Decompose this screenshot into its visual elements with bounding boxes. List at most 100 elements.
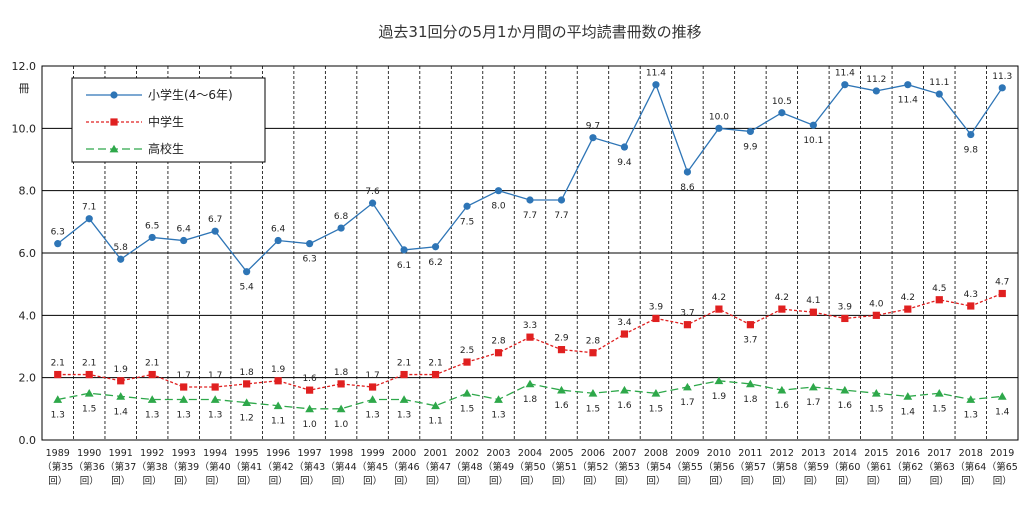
- data-point-s2: [935, 296, 943, 304]
- legend-label-3: 高校生: [148, 141, 184, 156]
- data-point-s3: [336, 404, 346, 413]
- x-tick-session: （第60: [829, 461, 860, 473]
- data-label-s2: 1.8: [239, 368, 254, 378]
- data-label-s1: 6.2: [428, 258, 442, 268]
- data-point-s3: [934, 389, 944, 397]
- x-tick-session: （第52: [577, 461, 608, 473]
- data-point-s1: [967, 130, 975, 139]
- data-label-s3: 1.4: [114, 407, 129, 417]
- x-tick-suffix: 回）: [363, 475, 382, 487]
- y-tick-label: 12.0: [12, 60, 37, 73]
- x-tick-suffix: 回）: [678, 475, 697, 487]
- data-label-s3: 1.6: [775, 401, 790, 411]
- y-axis-unit: 冊: [19, 82, 30, 95]
- data-label-s2: 3.9: [838, 302, 853, 312]
- x-tick-year: 1996: [266, 448, 290, 459]
- x-tick-year: 1992: [140, 448, 164, 459]
- data-label-s3: 1.3: [397, 410, 411, 420]
- x-tick-session: （第64: [955, 461, 986, 473]
- data-point-s1: [400, 246, 408, 254]
- data-label-s2: 2.5: [460, 346, 474, 356]
- data-label-s2: 4.0: [869, 299, 884, 309]
- data-point-s1: [557, 196, 566, 204]
- data-point-s2: [54, 370, 62, 379]
- data-point-s1: [998, 84, 1006, 92]
- data-label-s1: 6.3: [51, 228, 65, 238]
- data-point-s2: [526, 333, 534, 341]
- x-tick-suffix: 回）: [332, 475, 351, 487]
- x-tick-session: （第51: [546, 461, 577, 473]
- data-label-s1: 7.6: [365, 187, 380, 197]
- legend-marker-2: [110, 118, 118, 126]
- x-tick-year: 1999: [360, 448, 384, 459]
- data-point-s1: [715, 124, 723, 132]
- x-tick-session: （第47: [420, 461, 451, 473]
- x-tick-year: 2012: [770, 448, 794, 459]
- data-point-s2: [463, 358, 471, 366]
- chart-title: 過去31回分の5月1か月間の平均読書冊数の推移: [378, 23, 701, 41]
- axis-layer: 0.0 2.0 4.0 6.0 8.0 10.0 12.0 冊 1989 （第35 回） 1990 （第…: [12, 60, 1018, 487]
- x-tick-session: （第45: [357, 461, 388, 473]
- data-label-s3: 1.6: [838, 401, 853, 411]
- x-tick-year: 1998: [329, 448, 353, 459]
- x-tick-suffix: 回）: [143, 475, 162, 487]
- x-tick-year: 1989: [46, 448, 70, 459]
- x-tick-session: （第44: [326, 461, 357, 473]
- data-point-s2: [652, 314, 660, 323]
- data-point-s3: [179, 395, 189, 403]
- data-label-s2: 4.2: [712, 293, 726, 303]
- data-label-s2: 2.8: [491, 337, 506, 347]
- x-tick-session: （第39: [168, 461, 199, 473]
- x-tick-suffix: 回）: [993, 475, 1012, 487]
- data-point-s2: [967, 302, 975, 310]
- data-label-s3: 1.2: [239, 414, 253, 424]
- data-label-s3: 1.8: [743, 395, 758, 405]
- data-label-s3: 1.3: [208, 410, 222, 420]
- data-point-s2: [683, 321, 692, 329]
- x-tick-year: 2018: [959, 448, 983, 459]
- x-tick-suffix: 回）: [867, 475, 886, 487]
- data-point-s2: [746, 321, 754, 329]
- data-label-s3: 1.0: [334, 420, 349, 430]
- data-label-s3: 1.3: [365, 410, 379, 420]
- x-tick-year: 1990: [77, 448, 101, 459]
- data-label-s3: 1.3: [177, 410, 191, 420]
- x-tick-suffix: 回）: [615, 475, 634, 487]
- data-point-s3: [116, 392, 126, 400]
- data-label-s1: 8.0: [491, 202, 506, 212]
- data-point-s3: [777, 385, 787, 394]
- x-tick-suffix: 回）: [898, 475, 917, 487]
- x-tick-session: （第57: [735, 461, 766, 473]
- data-label-s1: 6.7: [208, 215, 222, 225]
- data-label-s3: 1.3: [145, 410, 159, 420]
- data-point-s3: [431, 401, 440, 410]
- data-point-s1: [620, 143, 629, 151]
- data-point-s1: [368, 199, 377, 207]
- x-tick-session: （第42: [263, 461, 294, 473]
- x-tick-year: 2000: [392, 448, 416, 459]
- data-label-s1: 10.5: [772, 97, 792, 107]
- data-label-s2: 1.7: [208, 371, 222, 381]
- x-tick-suffix: 回）: [426, 475, 445, 487]
- data-point-s2: [211, 383, 219, 391]
- data-point-s2: [243, 380, 251, 388]
- x-tick-year: 1991: [109, 448, 133, 459]
- x-tick-year: 2005: [549, 448, 573, 459]
- data-label-s3: 1.4: [995, 407, 1010, 417]
- x-tick-session: （第62: [892, 461, 923, 473]
- data-point-s1: [494, 187, 503, 195]
- x-tick-suffix: 回）: [520, 475, 539, 487]
- data-label-s1: 5.8: [114, 243, 129, 253]
- x-tick-year: 2006: [581, 448, 605, 459]
- data-point-s1: [337, 224, 345, 232]
- x-tick-suffix: 回）: [300, 475, 319, 487]
- data-label-s2: 4.3: [964, 290, 978, 300]
- data-label-layer: 6.3 7.1 5.8 6.5 6.4 6.7 5.4 6.4 6.3 6.8 7.6 6.1 6.2 7…: [51, 69, 1013, 430]
- x-tick-year: 2010: [707, 448, 731, 459]
- data-label-s3: 1.7: [806, 398, 820, 408]
- x-tick-year: 2007: [612, 448, 636, 459]
- data-label-s1: 11.4: [646, 69, 666, 79]
- x-tick-suffix: 回）: [111, 475, 130, 487]
- data-point-s3: [494, 395, 503, 403]
